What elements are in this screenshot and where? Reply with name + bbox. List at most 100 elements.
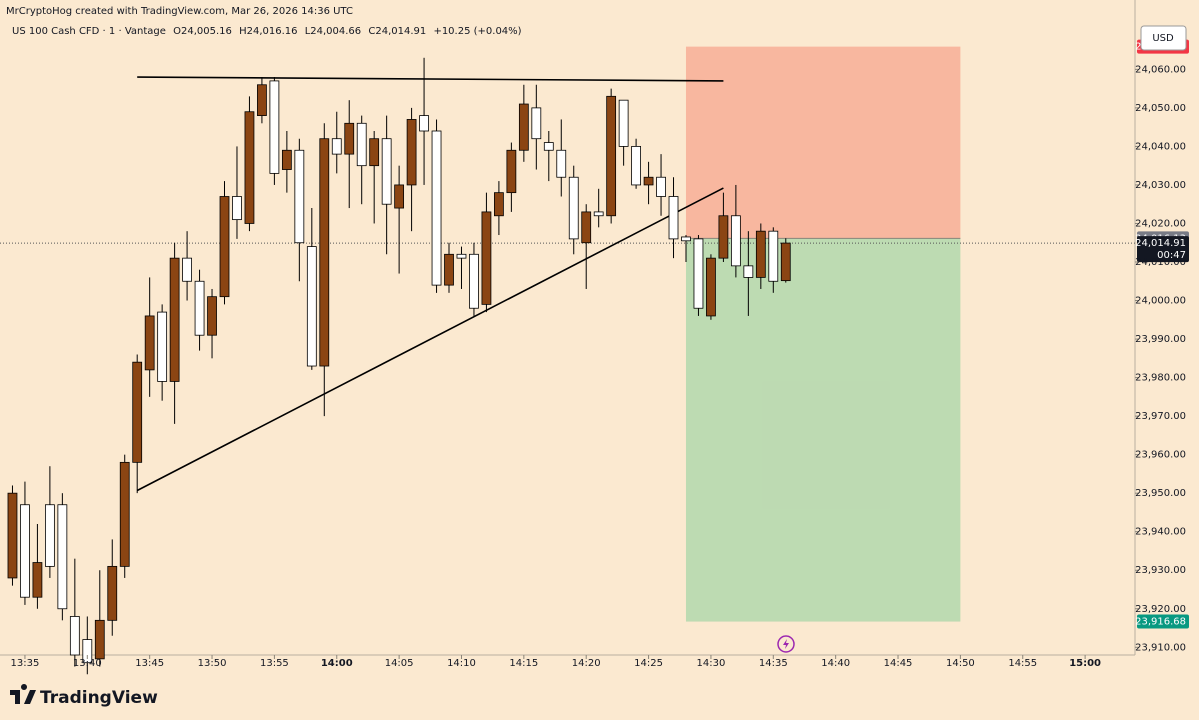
- candle-body: [768, 230, 779, 282]
- x-tick-label: 14:30: [697, 658, 726, 669]
- trendline: [137, 76, 724, 82]
- candle-body: [518, 103, 529, 151]
- candle-body: [531, 107, 542, 140]
- target-label: 23,916.68: [1135, 617, 1186, 628]
- candle-body: [394, 184, 405, 209]
- x-tick-label: 13:40: [73, 658, 102, 669]
- y-tick-label: 24,040.00: [1135, 141, 1186, 152]
- y-tick-label: 24,060.00: [1135, 64, 1186, 75]
- candle-body: [169, 257, 180, 382]
- plot: [0, 46, 1135, 675]
- candle-body: [506, 149, 517, 194]
- candle-body: [182, 257, 192, 282]
- candle-body: [431, 130, 442, 286]
- watermark: TradingView: [40, 688, 158, 708]
- candle-body: [82, 639, 93, 664]
- currency-box[interactable]: [1140, 25, 1187, 51]
- candle-body: [331, 138, 342, 155]
- candle-body: [618, 99, 629, 147]
- ohlc-value: 24,004.66: [310, 26, 361, 37]
- candle-body: [668, 196, 679, 240]
- candle-body: [7, 492, 18, 579]
- candle-body: [306, 246, 317, 367]
- ohlc-value: 24,016.16: [247, 26, 298, 37]
- candle-body: [456, 253, 467, 259]
- last-price-label: 24,014.91: [1135, 238, 1186, 249]
- trendline: [136, 187, 724, 492]
- candle-body: [730, 215, 741, 267]
- x-tick-label: 14:25: [634, 658, 663, 669]
- y-tick-label: 23,950.00: [1135, 488, 1186, 499]
- candle-body: [94, 619, 105, 660]
- y-tick-label: 23,990.00: [1135, 334, 1186, 345]
- y-tick-label: 23,980.00: [1135, 373, 1186, 384]
- candle-body: [344, 122, 355, 155]
- candle-body: [406, 119, 417, 186]
- y-tick-label: 23,960.00: [1135, 450, 1186, 461]
- candle-body: [656, 176, 666, 197]
- candle-body: [144, 315, 155, 371]
- ohlc-key: C: [368, 26, 375, 37]
- x-tick-label: 13:45: [135, 658, 164, 669]
- change: +10.25 (+0.04%): [433, 26, 521, 37]
- candle-body: [107, 565, 118, 621]
- candle-body: [568, 176, 579, 240]
- candle-body: [232, 196, 242, 221]
- candle-body: [157, 311, 168, 382]
- candle-body: [281, 149, 292, 170]
- candle-body: [219, 196, 230, 298]
- target-label-box: [1137, 614, 1189, 629]
- x-tick-label: 14:35: [759, 658, 788, 669]
- x-tick-label: 13:35: [11, 658, 40, 669]
- ohlc-value: 24,014.91: [375, 26, 426, 37]
- ohlc-key: H: [239, 26, 247, 37]
- stop-zone: [685, 46, 961, 239]
- y-tick-label: 23,930.00: [1135, 565, 1186, 576]
- logo[interactable]: [10, 684, 36, 704]
- x-tick-label: 14:15: [509, 658, 538, 669]
- candle-body: [556, 149, 567, 178]
- candle-body: [32, 562, 43, 598]
- lightning-icon[interactable]: [777, 635, 795, 653]
- y-tick-label: 23,970.00: [1135, 411, 1186, 422]
- countdown: 00:47: [1157, 250, 1186, 261]
- x-tick-label: 13:55: [260, 658, 289, 669]
- candle-body: [693, 238, 704, 309]
- x-tick-label: 14:55: [1008, 658, 1037, 669]
- candle-body: [494, 192, 504, 217]
- currency: USD: [1152, 33, 1174, 44]
- x-tick-label: 15:00: [1069, 658, 1101, 669]
- y-tick-label: 24,030.00: [1135, 180, 1186, 191]
- y-tick-label: 23,920.00: [1135, 604, 1186, 615]
- candle-body: [132, 361, 143, 463]
- x-tick-label: 13:50: [198, 658, 227, 669]
- candle-body: [269, 80, 280, 174]
- x-tick-label: 14:50: [946, 658, 975, 669]
- candle-body: [69, 616, 80, 656]
- legend: US 100 Cash CFD · 1 · Vantage O24,005.16…: [12, 26, 522, 37]
- last-price-box: [1137, 236, 1189, 263]
- y-tick-label: 23,940.00: [1135, 527, 1186, 538]
- candle-body: [481, 211, 492, 305]
- y-tick-label: 24,050.00: [1135, 103, 1186, 114]
- candle-body: [780, 242, 791, 282]
- ohlc-key: L: [305, 26, 311, 37]
- candle-body: [294, 149, 305, 244]
- x-tick-label: 14:00: [321, 658, 353, 669]
- candle-body: [57, 504, 68, 610]
- y-tick-label: 24,000.00: [1135, 296, 1186, 307]
- candle-body: [606, 95, 617, 217]
- candle-body: [444, 253, 454, 286]
- candle-body: [755, 230, 766, 278]
- candle-body: [244, 111, 255, 224]
- candle-body: [381, 138, 392, 205]
- candle-body: [631, 146, 641, 186]
- x-tick-label: 14:10: [447, 658, 476, 669]
- candle-body: [543, 142, 554, 151]
- candle-body: [706, 257, 716, 317]
- y-tick-label: 24,020.00: [1135, 218, 1186, 229]
- candle-body: [643, 176, 654, 186]
- candle-body: [207, 296, 217, 336]
- candle-body: [20, 504, 30, 598]
- candle-body: [194, 280, 205, 336]
